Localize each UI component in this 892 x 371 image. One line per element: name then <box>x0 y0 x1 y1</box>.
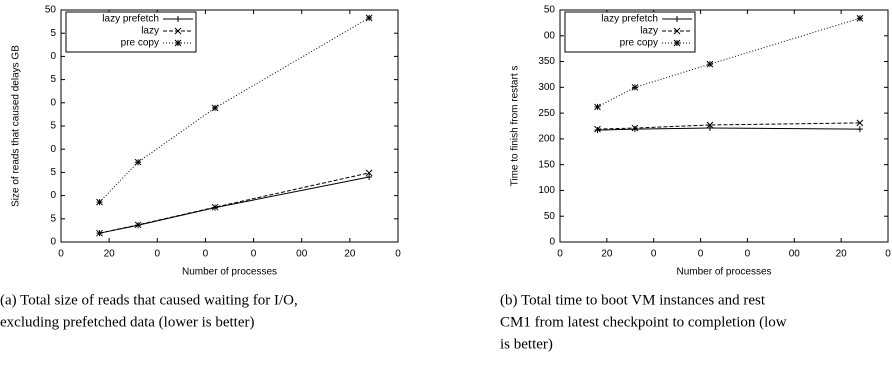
caption: is better) <box>500 336 553 352</box>
x-tick-label: 0 <box>698 249 704 260</box>
x-tick-label: 0 <box>745 249 751 260</box>
point-marker <box>631 124 639 132</box>
y-tick-label: 0 <box>50 144 56 155</box>
point-marker <box>594 103 601 111</box>
point-marker <box>594 127 601 134</box>
y-axis-label: Size of reads that caused delays GB <box>11 45 22 207</box>
y-tick-label: 5 <box>50 167 56 178</box>
legend-label: lazy prefetch <box>102 14 159 25</box>
x-tick-label: 0 <box>557 249 563 260</box>
y-tick-label: 50 <box>45 5 57 16</box>
series-line <box>597 122 860 130</box>
series-line <box>99 172 370 234</box>
y-tick-label: 5 <box>50 213 56 224</box>
x-tick-label: 20 <box>344 249 356 260</box>
legend-marker <box>174 27 182 35</box>
x-tick-label: 0 <box>651 249 657 260</box>
y-tick-label: 50 <box>544 211 556 222</box>
legend-marker <box>674 16 680 22</box>
x-tick-label: 0 <box>395 249 401 260</box>
y-tick-label: 250 <box>538 108 555 119</box>
point-marker <box>631 83 639 91</box>
legend-marker <box>174 39 182 47</box>
point-marker <box>706 60 714 68</box>
x-tick-label: 00 <box>789 249 801 260</box>
y-tick-label: 0 <box>50 237 56 248</box>
x-tick-label: 00 <box>296 249 308 260</box>
y-tick-label: 5 <box>50 28 56 39</box>
x-tick-label: 0 <box>251 249 257 260</box>
y-tick-label: 0 <box>50 51 56 62</box>
y-tick-label: 0 <box>50 190 56 201</box>
x-tick-label: 20 <box>104 249 116 260</box>
point-marker <box>631 126 638 133</box>
y-tick-label: 00 <box>544 30 556 41</box>
legend-label: lazy <box>640 26 658 37</box>
caption: (a) Total size of reads that caused wait… <box>0 292 298 308</box>
legend-marker <box>673 27 681 35</box>
point-marker <box>365 169 373 177</box>
y-tick-label: 5 <box>50 74 56 85</box>
y-tick-label: 0 <box>50 97 56 108</box>
y-tick-label: 200 <box>538 134 555 145</box>
point-marker <box>365 14 373 22</box>
y-tick-label: 0 <box>549 237 555 248</box>
x-axis-label: Number of processes <box>676 267 771 278</box>
series-line <box>597 127 860 131</box>
x-tick-label: 20 <box>836 249 848 260</box>
point-marker <box>211 104 219 112</box>
legend-marker <box>673 39 681 47</box>
x-tick-label: 0 <box>155 249 161 260</box>
caption: excluding prefetched data (lower is bett… <box>0 314 254 330</box>
point-marker <box>706 121 714 129</box>
point-marker <box>96 198 103 206</box>
series-line <box>99 17 370 203</box>
y-tick-label: 300 <box>538 82 555 93</box>
series-line <box>99 176 370 234</box>
point-marker <box>134 221 142 229</box>
legend-marker <box>175 16 181 22</box>
caption: CM1 from latest checkpoint to completion… <box>500 314 787 330</box>
y-tick-label: 5 <box>50 121 56 132</box>
x-tick-label: 0 <box>58 249 64 260</box>
x-tick-label: 20 <box>601 249 613 260</box>
x-tick-label: 0 <box>885 249 891 260</box>
y-tick-label: 150 <box>538 159 555 170</box>
point-marker <box>706 125 713 132</box>
point-marker <box>366 174 373 181</box>
x-axis-label: Number of processes <box>182 267 277 278</box>
legend-label: lazy prefetch <box>601 14 658 25</box>
y-tick-label: 350 <box>538 56 555 67</box>
point-marker <box>211 203 219 211</box>
point-marker <box>594 125 601 133</box>
point-marker <box>856 119 864 127</box>
legend-label: lazy <box>141 26 159 37</box>
series-line <box>597 17 861 108</box>
legend-label: pre copy <box>620 38 658 49</box>
y-tick-label: 100 <box>538 185 555 196</box>
point-marker <box>134 158 142 166</box>
y-tick-label: 50 <box>544 5 556 16</box>
point-marker <box>96 229 103 237</box>
point-marker <box>856 14 864 22</box>
caption: (b) Total time to boot VM instances and … <box>500 292 766 308</box>
point-marker <box>856 126 863 133</box>
y-axis-label: Time to finish from restart s <box>510 66 521 187</box>
x-tick-label: 0 <box>203 249 209 260</box>
legend-label: pre copy <box>121 38 159 49</box>
plot-frame <box>559 9 889 243</box>
